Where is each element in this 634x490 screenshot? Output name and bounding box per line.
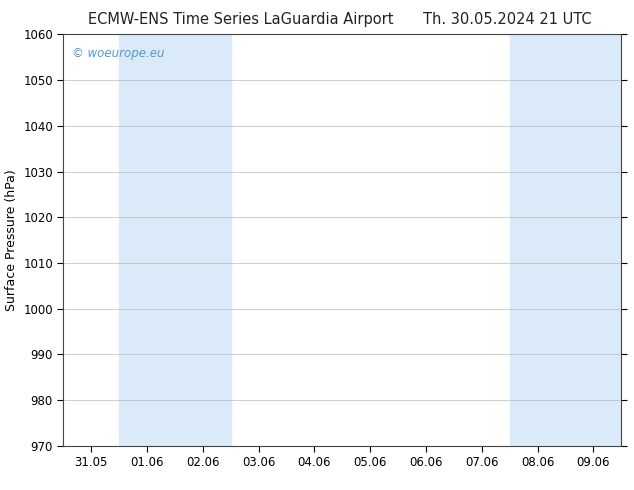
Text: © woeurope.eu: © woeurope.eu	[72, 47, 164, 60]
Text: Th. 30.05.2024 21 UTC: Th. 30.05.2024 21 UTC	[423, 12, 592, 27]
Text: ECMW-ENS Time Series LaGuardia Airport: ECMW-ENS Time Series LaGuardia Airport	[88, 12, 394, 27]
Y-axis label: Surface Pressure (hPa): Surface Pressure (hPa)	[4, 169, 18, 311]
Bar	[119, 34, 231, 446]
Bar	[510, 34, 621, 446]
